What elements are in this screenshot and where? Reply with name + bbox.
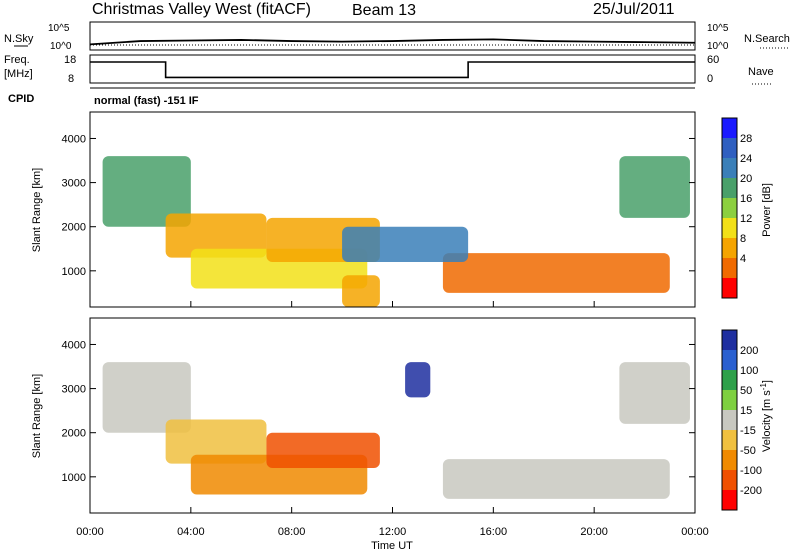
power-colorbar-frame	[721, 117, 738, 299]
power-colorbar-seg-6	[722, 238, 737, 258]
noise-line-0	[89, 38, 696, 46]
power-echo-region-0	[102, 156, 191, 227]
velocity-ytick-label-2: 3000	[62, 384, 86, 396]
xtick-label-3: 12:00	[379, 526, 407, 538]
power-echo-region-4	[342, 275, 380, 307]
time-axis-label: Time UT	[371, 540, 413, 552]
velocity-colorbar-seg-6	[722, 450, 737, 470]
noise-tick-right-top: 10^5	[707, 23, 729, 34]
velocity-echo-region-4	[442, 459, 670, 499]
power-colorbar-tick-1: 24	[740, 153, 752, 165]
xtick-label-2: 08:00	[278, 526, 306, 538]
velocity-colorbar-tick-3: 15	[740, 405, 752, 417]
xtick-label-6: 00:00	[681, 526, 709, 538]
power-colorbar-seg-5	[722, 218, 737, 238]
velocity-colorbar-seg-8	[722, 490, 737, 510]
power-colorbar: 28 24 20 16 12 8 4	[721, 117, 752, 299]
cpid-label: CPID	[8, 93, 34, 105]
velocity-echo-region-3	[266, 432, 380, 468]
velocity-colorbar-tick-6: -100	[740, 465, 762, 477]
freq-series	[90, 54, 695, 79]
velocity-colorbar-seg-2	[722, 370, 737, 390]
freq-tick-top: 18	[64, 54, 76, 66]
power-y-ticks: 1000 2000 3000 4000	[62, 133, 695, 278]
nave-tick-top: 60	[707, 54, 719, 66]
velocity-colorbar-seg-3	[722, 390, 737, 410]
noise-tick-left-bottom: 10^0	[50, 41, 72, 52]
xtick-label-1: 04:00	[177, 526, 205, 538]
cpid-text: normal (fast) -151 IF	[94, 95, 199, 107]
power-echo-region-6	[342, 226, 469, 262]
nave-tick-bottom: 0	[707, 73, 713, 85]
beam-title: Beam 13	[352, 2, 416, 19]
power-ytick-label-1: 2000	[62, 222, 86, 234]
velocity-echo-region-6	[619, 362, 690, 424]
velocity-colorbar-tick-5: -50	[740, 445, 756, 457]
velocity-echo-region-5	[405, 362, 431, 398]
power-heatmap	[102, 156, 690, 307]
freq-panel-frame	[89, 54, 696, 84]
velocity-ytick-label-1: 2000	[62, 428, 86, 440]
power-ytick-label-3: 4000	[62, 133, 86, 145]
power-colorbar-seg-0	[722, 118, 737, 138]
power-ytick-label-2: 3000	[62, 178, 86, 190]
power-echo-region-5	[442, 253, 670, 293]
power-ylabel: Slant Range [km]	[31, 168, 43, 252]
power-colorbar-tick-0: 28	[740, 133, 752, 145]
velocity-colorbar-seg-1	[722, 350, 737, 370]
power-colorbar-seg-7	[722, 258, 737, 278]
velocity-ytick-label-0: 1000	[62, 472, 86, 484]
velocity-colorbar-tick-0: 200	[740, 345, 758, 357]
velocity-colorbar-tick-1: 100	[740, 365, 758, 377]
freq-unit-label: [MHz]	[4, 68, 33, 80]
time-axis-ticks: 00:00 04:00 08:00 12:00 16:00 20:00 00:00	[76, 301, 709, 538]
power-echo-region-1	[165, 213, 267, 258]
noise-series	[89, 38, 696, 46]
velocity-heatmap	[102, 362, 690, 499]
nsky-label: N.Sky	[4, 33, 34, 45]
velocity-colorbar-tick-4: -15	[740, 425, 756, 437]
velocity-colorbar-seg-7	[722, 470, 737, 490]
velocity-ylabel: Slant Range [km]	[31, 374, 43, 458]
date-title: 25/Jul/2011	[593, 1, 675, 18]
velocity-colorbar-seg-5	[722, 430, 737, 450]
xtick-label-4: 16:00	[480, 526, 508, 538]
freq-label: Freq.	[4, 54, 30, 66]
power-colorbar-tick-4: 12	[740, 213, 752, 225]
nsearch-label: N.Search	[744, 33, 790, 45]
xtick-label-5: 20:00	[580, 526, 608, 538]
power-colorbar-seg-1	[722, 138, 737, 158]
power-colorbar-seg-2	[722, 158, 737, 178]
velocity-colorbar-tick-2: 50	[740, 385, 752, 397]
velocity-echo-region-1	[165, 419, 267, 464]
noise-panel-frame	[89, 21, 696, 51]
velocity-echo-region-0	[102, 362, 191, 433]
power-colorbar-tick-5: 8	[740, 233, 746, 245]
freq-tick-bottom: 8	[68, 73, 74, 85]
power-colorbar-label: Power [dB]	[761, 183, 773, 237]
freq-line-0	[90, 61, 695, 79]
velocity-ytick-label-3: 4000	[62, 339, 86, 351]
power-echo-region-7	[619, 156, 690, 218]
power-colorbar-tick-2: 20	[740, 173, 752, 185]
power-colorbar-tick-3: 16	[740, 193, 752, 205]
velocity-colorbar-seg-0	[722, 330, 737, 350]
velocity-colorbar-seg-4	[722, 410, 737, 430]
station-title: Christmas Valley West (fitACF)	[92, 1, 311, 18]
velocity-colorbar-label: Velocity [m s-1]	[759, 380, 774, 452]
velocity-y-ticks: 1000 2000 3000 4000	[62, 339, 695, 484]
nave-label: Nave	[748, 66, 774, 78]
velocity-colorbar-frame	[721, 329, 738, 511]
power-colorbar-seg-4	[722, 198, 737, 218]
velocity-colorbar: 200 100 50 15 -15 -50 -100 -200	[721, 329, 762, 511]
xtick-label-0: 00:00	[76, 526, 104, 538]
power-colorbar-seg-8	[722, 278, 737, 298]
noise-tick-left-top: 10^5	[48, 23, 70, 34]
power-colorbar-tick-6: 4	[740, 253, 746, 265]
velocity-colorbar-tick-7: -200	[740, 485, 762, 497]
noise-tick-right-bottom: 10^0	[707, 41, 729, 52]
power-ytick-label-0: 1000	[62, 266, 86, 278]
power-colorbar-seg-3	[722, 178, 737, 198]
